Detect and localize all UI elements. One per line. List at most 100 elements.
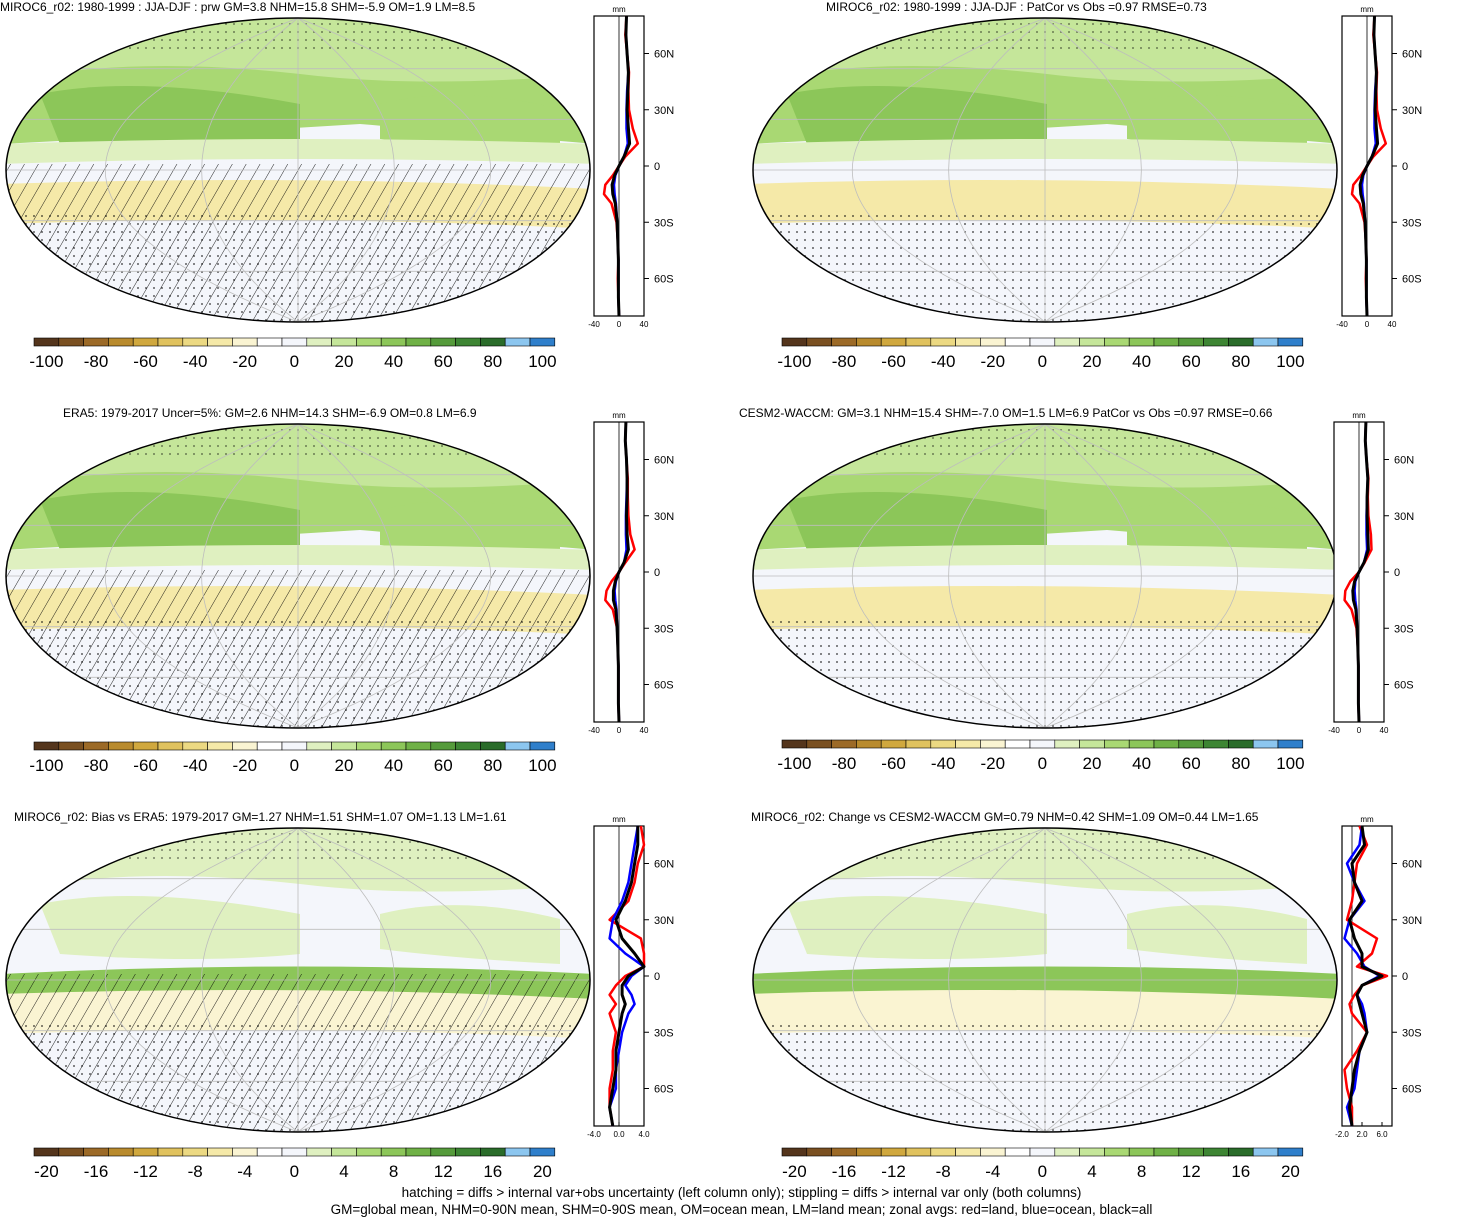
colorbar-swatch: [504, 741, 531, 751]
zonal-unit-label: mm: [612, 815, 626, 824]
zonal-lat-tick-label: 30N: [654, 105, 674, 117]
colorbar-label: 60: [1182, 352, 1201, 371]
colorbar-label: -8: [936, 1162, 951, 1181]
colorbar-label: 100: [1276, 352, 1304, 371]
zonal-unit-label: mm: [1352, 411, 1366, 420]
zonal-lat-tick-label: 0: [1402, 161, 1408, 173]
zonal-lat-tick-label: 60S: [1402, 274, 1422, 286]
map-outline: [5, 17, 591, 323]
colorbar-swatch: [356, 337, 382, 347]
panel-1-zonal-plot: mm 60N 30N 0 30S 60S -40 0 40: [588, 5, 674, 329]
colorbar-swatch: [380, 741, 407, 751]
colorbar-label: -12: [881, 1162, 906, 1181]
colorbar-swatch: [781, 337, 808, 347]
zonal-x-tick-label: -40: [588, 726, 600, 735]
panel-1-colorbar: -100 -80 -60 -40 -20 0 20 40 60 80 100: [29, 337, 557, 371]
zonal-lat-tick-label: 30S: [1402, 217, 1422, 229]
colorbar-label: 20: [1083, 352, 1102, 371]
colorbar-swatch: [207, 741, 233, 751]
field-band-asia: [787, 86, 1047, 149]
colorbar-swatch: [430, 1147, 456, 1157]
panel-5-title: MIROC6_r02: Bias vs ERA5: 1979-2017 GM=1…: [14, 810, 507, 824]
colorbar-swatch: [380, 337, 407, 347]
colorbar-swatch: [1029, 739, 1056, 749]
colorbar-swatch: [980, 337, 1006, 347]
zonal-x-tick-label: 0: [617, 726, 622, 735]
colorbar-swatch: [430, 741, 456, 751]
colorbar-label: 60: [1182, 754, 1201, 773]
colorbar-label: -60: [133, 352, 158, 371]
map-outline: [752, 17, 1338, 323]
zonal-line-land: [608, 825, 646, 1127]
colorbar-swatch: [405, 337, 432, 347]
colorbar-label: 0: [290, 756, 299, 775]
colorbar-swatch: [207, 1147, 233, 1157]
colorbar-swatch: [331, 337, 357, 347]
zonal-lat-tick-label: 30S: [654, 1027, 674, 1039]
colorbar-swatch: [33, 1147, 60, 1157]
colorbar-swatch: [1104, 1147, 1130, 1157]
panel-2-colorbar: -100 -80 -60 -40 -20 0 20 40 60 80 100: [777, 337, 1305, 371]
colorbar-swatch: [1128, 739, 1155, 749]
colorbar-swatch: [1054, 1147, 1080, 1157]
zonal-x-tick-label: -2.0: [1335, 1130, 1349, 1139]
colorbar-label: -60: [133, 756, 158, 775]
graticule-meridian: [851, 18, 1046, 322]
colorbar-swatch: [905, 337, 932, 347]
zonal-x-tick-label: 0: [1365, 320, 1370, 329]
zonal-x-tick-label: -40: [1328, 726, 1340, 735]
colorbar-label: 40: [1132, 754, 1151, 773]
colorbar-swatch: [1178, 337, 1204, 347]
zonal-x-tick-label: -40: [588, 320, 600, 329]
colorbar-label: -100: [777, 352, 811, 371]
graticule-meridian: [1044, 18, 1239, 322]
panel-6-map: [752, 827, 1338, 1133]
colorbar-label: 20: [1281, 1162, 1300, 1181]
graticule-meridian: [1044, 424, 1239, 728]
colorbar-swatch: [1228, 1147, 1254, 1157]
panel-6-colorbar: -20 -16 -12 -8 -4 0 4 8 12 16 20: [781, 1147, 1304, 1181]
map-outline: [5, 423, 591, 729]
colorbar-label: 80: [1231, 352, 1250, 371]
colorbar-swatch: [905, 739, 932, 749]
graticule-meridian: [1044, 828, 1239, 1132]
colorbar-label: -80: [84, 756, 109, 775]
field-band-asia: [787, 492, 1047, 555]
panel-5-zonal-plot: mm 60N 30N 0 30S 60S -4.0 0.0 4.0: [587, 815, 674, 1139]
colorbar-label: -20: [233, 756, 258, 775]
colorbar-swatch: [880, 337, 907, 347]
colorbar-label: 0: [1038, 1162, 1047, 1181]
graticule-meridian: [201, 828, 299, 1132]
colorbar-swatch: [529, 741, 556, 751]
zonal-lat-tick-label: 0: [654, 971, 660, 983]
colorbar-swatch: [182, 337, 208, 347]
colorbar-swatch: [880, 739, 907, 749]
colorbar-swatch: [781, 1147, 808, 1157]
colorbar-swatch: [256, 741, 283, 751]
zonal-lat-tick-label: 60N: [1394, 455, 1414, 467]
colorbar-swatch: [281, 337, 308, 347]
colorbar-swatch: [33, 337, 60, 347]
colorbar-label: 12: [1182, 1162, 1201, 1181]
colorbar-label: 0: [290, 352, 299, 371]
colorbar-swatch: [281, 1147, 308, 1157]
colorbar-swatch: [1128, 1147, 1155, 1157]
zonal-lat-tick-label: 30S: [654, 217, 674, 229]
zonal-line-all: [1351, 421, 1370, 723]
graticule-meridian: [948, 18, 1046, 322]
panel-4-zonal-plot: mm 60N 30N 0 30S 60S -40 0 40: [1328, 411, 1414, 735]
colorbar-swatch: [806, 1147, 832, 1157]
colorbar-label: 40: [384, 756, 403, 775]
colorbar-swatch: [480, 1147, 506, 1157]
panel-4-title: CESM2-WACCM: GM=3.1 NHM=15.4 SHM=-7.0 OM…: [739, 406, 1273, 420]
graticule: [6, 18, 590, 322]
colorbar-label: 16: [1231, 1162, 1250, 1181]
field-band-america: [380, 95, 560, 154]
colorbar-swatch: [232, 1147, 258, 1157]
zonal-x-tick-label: 4.0: [638, 1130, 650, 1139]
zonal-x-tick-label: 2.0: [1356, 1130, 1368, 1139]
map-field: [6, 828, 590, 1132]
graticule-meridian: [297, 18, 395, 322]
colorbar-swatch: [980, 1147, 1006, 1157]
map-outline: [752, 827, 1338, 1133]
